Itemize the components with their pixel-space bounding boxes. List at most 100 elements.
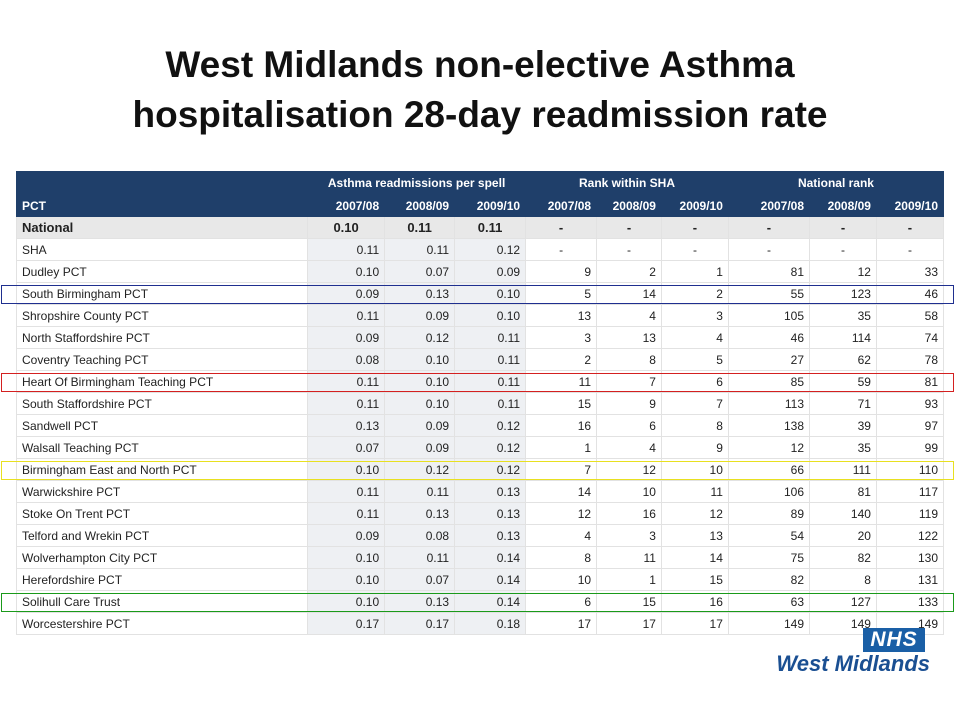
value-cell: 0.13 bbox=[454, 480, 527, 503]
value-cell: 0.13 bbox=[454, 524, 527, 547]
value-cell: 12 bbox=[809, 260, 877, 283]
value-cell: 4 bbox=[596, 436, 662, 459]
value-cell: 0.11 bbox=[384, 238, 456, 261]
value-cell: 63 bbox=[727, 590, 811, 613]
value-cell: 55 bbox=[727, 282, 811, 305]
pct-name-cell: SHA bbox=[15, 238, 309, 261]
value-cell: 0.11 bbox=[307, 238, 386, 261]
value-cell: 8 bbox=[525, 546, 598, 569]
group-header-national-rank: National rank bbox=[727, 171, 945, 195]
value-cell: 5 bbox=[660, 348, 729, 371]
value-cell: 35 bbox=[809, 436, 877, 459]
value-cell: 0.11 bbox=[454, 216, 527, 239]
value-cell: 0.11 bbox=[384, 480, 456, 503]
value-cell: 0.12 bbox=[454, 436, 527, 459]
value-cell: 0.11 bbox=[307, 392, 386, 415]
value-cell: 0.12 bbox=[454, 458, 527, 481]
value-cell: 9 bbox=[660, 436, 729, 459]
value-cell: 75 bbox=[727, 546, 811, 569]
value-cell: 0.13 bbox=[384, 502, 456, 525]
value-cell: - bbox=[660, 238, 729, 261]
table-row: National 0.10 0.11 0.11- - - - - - bbox=[15, 216, 945, 239]
value-cell: 0.12 bbox=[384, 326, 456, 349]
table-row: Warwickshire PCT 0.11 0.11 0.13 14 10 11 106 81 1… bbox=[15, 480, 945, 503]
value-cell: 2 bbox=[596, 260, 662, 283]
value-cell: 81 bbox=[727, 260, 811, 283]
value-cell: 6 bbox=[660, 370, 729, 393]
value-cell: 99 bbox=[875, 436, 945, 459]
value-cell: 127 bbox=[809, 590, 877, 613]
value-cell: - bbox=[596, 238, 662, 261]
column-header: 2007/08 bbox=[525, 194, 598, 217]
value-cell: 81 bbox=[809, 480, 877, 503]
table-row: South Staffordshire PCT 0.11 0.10 0.11 15 9 7 1… bbox=[15, 392, 945, 415]
slide-title: West Midlands non-elective Asthma hospit… bbox=[0, 40, 960, 140]
value-cell: 82 bbox=[809, 546, 877, 569]
value-cell: 117 bbox=[875, 480, 945, 503]
value-cell: 17 bbox=[525, 612, 598, 635]
table-row: Dudley PCT 0.10 0.07 0.09 9 2 1 81 12 33 bbox=[15, 260, 945, 283]
value-cell: - bbox=[809, 238, 877, 261]
value-cell: 35 bbox=[809, 304, 877, 327]
table-row: North Staffordshire PCT 0.09 0.12 0.11 3 13 4 4… bbox=[15, 326, 945, 349]
table-row: Stoke On Trent PCT 0.11 0.13 0.13 12 16 12 89 14… bbox=[15, 502, 945, 525]
table-row: Heart Of Birmingham Teaching PCT 0.11 0.10… bbox=[15, 370, 945, 393]
table-row: Shropshire County PCT 0.11 0.09 0.10 13 4 3 105… bbox=[15, 304, 945, 327]
pct-name-cell: Birmingham East and North PCT bbox=[15, 458, 309, 481]
value-cell: 5 bbox=[525, 282, 598, 305]
value-cell: 14 bbox=[596, 282, 662, 305]
value-cell: 0.09 bbox=[384, 436, 456, 459]
value-cell: 0.11 bbox=[307, 304, 386, 327]
value-cell: 0.10 bbox=[384, 392, 456, 415]
value-cell: 13 bbox=[660, 524, 729, 547]
pct-name-cell: North Staffordshire PCT bbox=[15, 326, 309, 349]
value-cell: 62 bbox=[809, 348, 877, 371]
column-header: 2007/08 bbox=[307, 194, 386, 217]
value-cell: 0.11 bbox=[384, 216, 456, 239]
value-cell: 46 bbox=[875, 282, 945, 305]
value-cell: 85 bbox=[727, 370, 811, 393]
column-header: PCT bbox=[15, 194, 309, 217]
value-cell: 0.10 bbox=[307, 590, 386, 613]
value-cell: - bbox=[809, 216, 877, 239]
value-cell: 0.11 bbox=[307, 370, 386, 393]
table-row: SHA 0.11 0.11 0.12- - - - - - bbox=[15, 238, 945, 261]
value-cell: 3 bbox=[660, 304, 729, 327]
value-cell: 6 bbox=[596, 414, 662, 437]
group-header-rank-sha: Rank within SHA bbox=[525, 171, 729, 195]
value-cell: - bbox=[596, 216, 662, 239]
nhs-west-midlands-logo: NHS West Midlands bbox=[765, 628, 930, 676]
value-cell: 111 bbox=[809, 458, 877, 481]
pct-name-cell: South Birmingham PCT bbox=[15, 282, 309, 305]
value-cell: 9 bbox=[596, 392, 662, 415]
value-cell: 15 bbox=[525, 392, 598, 415]
value-cell: - bbox=[525, 238, 598, 261]
value-cell: 12 bbox=[596, 458, 662, 481]
value-cell: - bbox=[727, 216, 811, 239]
value-cell: 27 bbox=[727, 348, 811, 371]
value-cell: 14 bbox=[525, 480, 598, 503]
value-cell: 33 bbox=[875, 260, 945, 283]
value-cell: 3 bbox=[525, 326, 598, 349]
column-header: 2009/10 bbox=[660, 194, 729, 217]
value-cell: 13 bbox=[525, 304, 598, 327]
group-header-blank bbox=[15, 171, 309, 195]
pct-name-cell: National bbox=[15, 216, 309, 239]
value-cell: 0.07 bbox=[384, 260, 456, 283]
pct-name-cell: Herefordshire PCT bbox=[15, 568, 309, 591]
readmission-table: Asthma readmissions per spell Rank withi… bbox=[15, 171, 945, 635]
value-cell: 11 bbox=[660, 480, 729, 503]
value-cell: - bbox=[525, 216, 598, 239]
table-row: Sandwell PCT 0.13 0.09 0.12 16 6 8 138 39 97 bbox=[15, 414, 945, 437]
value-cell: 0.14 bbox=[454, 546, 527, 569]
pct-name-cell: Warwickshire PCT bbox=[15, 480, 309, 503]
pct-name-cell: Sandwell PCT bbox=[15, 414, 309, 437]
logo-region-name: West Midlands bbox=[776, 651, 930, 676]
value-cell: 0.10 bbox=[307, 260, 386, 283]
value-cell: 0.13 bbox=[307, 414, 386, 437]
group-header-readmissions: Asthma readmissions per spell bbox=[307, 171, 527, 195]
pct-name-cell: Wolverhampton City PCT bbox=[15, 546, 309, 569]
value-cell: 138 bbox=[727, 414, 811, 437]
pct-name-cell: Worcestershire PCT bbox=[15, 612, 309, 635]
value-cell: 15 bbox=[596, 590, 662, 613]
